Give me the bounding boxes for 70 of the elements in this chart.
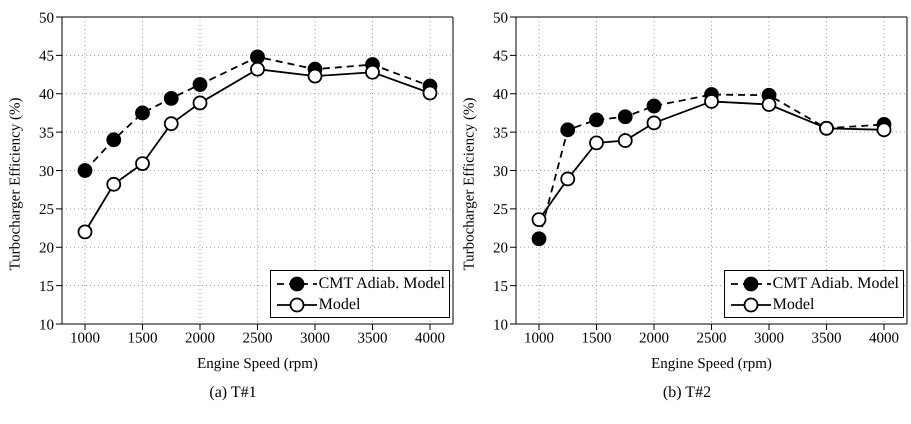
x-tick-label: 1500	[128, 330, 158, 347]
x-tick-label: 1500	[582, 330, 612, 347]
point	[106, 132, 122, 148]
x-tick-label: 1000	[524, 330, 554, 347]
y-axis-title: Turbocharger Efficiency (%)	[461, 97, 478, 270]
y-tick-label: 10	[39, 317, 54, 334]
x-tick-label: 3000	[754, 330, 784, 347]
point	[135, 106, 150, 120]
point	[532, 212, 546, 228]
x-tick-label: 3000	[300, 330, 330, 347]
x-axis-title: Engine Speed (rpm)	[197, 356, 318, 372]
y-tick-label: 20	[39, 240, 54, 257]
point	[618, 109, 633, 124]
legend-label: CMT Adiab. Model	[772, 274, 899, 294]
y-tick-label: 45	[493, 48, 508, 65]
point	[250, 50, 265, 64]
point	[646, 98, 662, 114]
x-tick-label: 2000	[639, 330, 669, 347]
y-tick-label: 30	[39, 164, 54, 180]
y-tick-label: 35	[39, 125, 54, 142]
x-tick-label: 2000	[185, 330, 215, 347]
point	[560, 172, 576, 186]
y-tick-label: 50	[39, 10, 54, 26]
text: (b) T#2	[662, 384, 712, 402]
y-tick-label: 15	[39, 278, 54, 295]
point	[762, 97, 776, 112]
point	[78, 163, 92, 178]
point	[192, 96, 208, 110]
point	[192, 77, 208, 92]
point	[106, 176, 122, 192]
point	[532, 231, 546, 246]
y-tick-label: 45	[39, 48, 54, 65]
y-axis-title: Turbocharger Efficiency (%)	[7, 97, 24, 270]
legend-label: Model	[772, 295, 814, 315]
point	[618, 133, 633, 148]
y-tick-label: 25	[493, 202, 508, 218]
x-tick-label: 4000	[869, 330, 899, 347]
x-tick-label: 2500	[242, 330, 272, 347]
x-tick-label: 3500	[812, 330, 842, 347]
y-tick-label: 40	[493, 87, 508, 104]
y-tick-label: 25	[39, 202, 54, 218]
y-tick-label: 15	[493, 278, 508, 295]
legend-label: Model	[318, 295, 360, 315]
point	[78, 224, 92, 240]
y-tick-label: 10	[493, 317, 508, 334]
x-tick-label: 2500	[696, 330, 726, 347]
point	[365, 64, 380, 80]
y-tick-label: 40	[39, 87, 54, 104]
y-tick-label: 30	[493, 164, 508, 180]
point	[704, 94, 719, 109]
point	[646, 116, 662, 130]
point	[308, 68, 322, 84]
x-tick-label: 4000	[415, 330, 445, 347]
point	[589, 112, 604, 128]
point	[164, 116, 179, 132]
x-axis-title: Engine Speed (rpm)	[651, 356, 772, 372]
point	[135, 156, 150, 171]
y-tick-label: 20	[493, 240, 508, 257]
point	[876, 122, 892, 138]
point	[250, 62, 265, 77]
legend-label: CMT Adiab. Model	[318, 274, 445, 294]
point	[589, 135, 604, 150]
y-tick-label: 50	[493, 10, 508, 26]
y-tick-label: 35	[493, 125, 508, 142]
point	[164, 90, 179, 106]
x-tick-label: 1000	[70, 330, 100, 347]
text: (a) T#1	[208, 384, 258, 402]
x-tick-label: 3500	[358, 330, 388, 347]
point	[560, 122, 576, 138]
point	[422, 86, 438, 100]
